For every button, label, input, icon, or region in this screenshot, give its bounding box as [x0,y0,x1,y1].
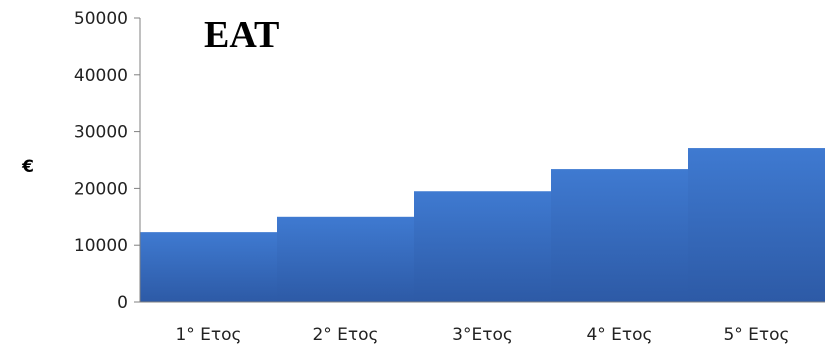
x-category-label-5: 5° Ετος [723,325,789,345]
x-category-label-1: 1° Ετος [175,325,241,345]
x-category-label-3: 3°Ετος [452,325,513,345]
bar-2 [277,216,414,302]
y-tick-label-3: 30000 [74,123,128,143]
bar-4 [551,169,688,302]
y-tick-label-4: 40000 [74,66,128,86]
y-tick-label-2: 20000 [74,179,128,199]
x-category-label-4: 4° Ετος [586,325,652,345]
bar-3 [414,191,551,302]
bars-group [140,148,825,302]
y-tick-label-5: 50000 [74,9,128,29]
y-tick-label-0: 0 [117,293,128,313]
y-axis-label: € [21,157,34,177]
axes-group: 0 10000 20000 30000 40000 50000 1° Ετος 2° Ετος… [74,9,825,345]
bar-5 [688,148,825,302]
y-tick-label-1: 10000 [74,236,128,256]
x-category-label-2: 2° Ετος [312,325,378,345]
chart-title: EAT [204,14,279,56]
bar-1 [140,232,277,302]
